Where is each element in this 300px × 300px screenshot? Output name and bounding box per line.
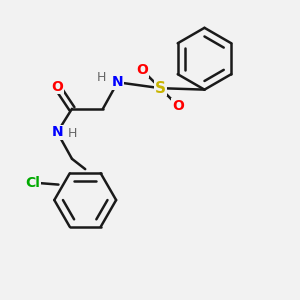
Text: O: O <box>51 80 63 94</box>
Text: N: N <box>112 75 123 89</box>
Text: H: H <box>97 71 106 84</box>
Text: H: H <box>68 127 77 140</box>
Text: O: O <box>172 99 184 113</box>
Text: S: S <box>155 81 166 96</box>
Text: O: O <box>137 64 148 77</box>
Text: N: N <box>51 125 63 139</box>
Text: Cl: Cl <box>25 176 40 190</box>
